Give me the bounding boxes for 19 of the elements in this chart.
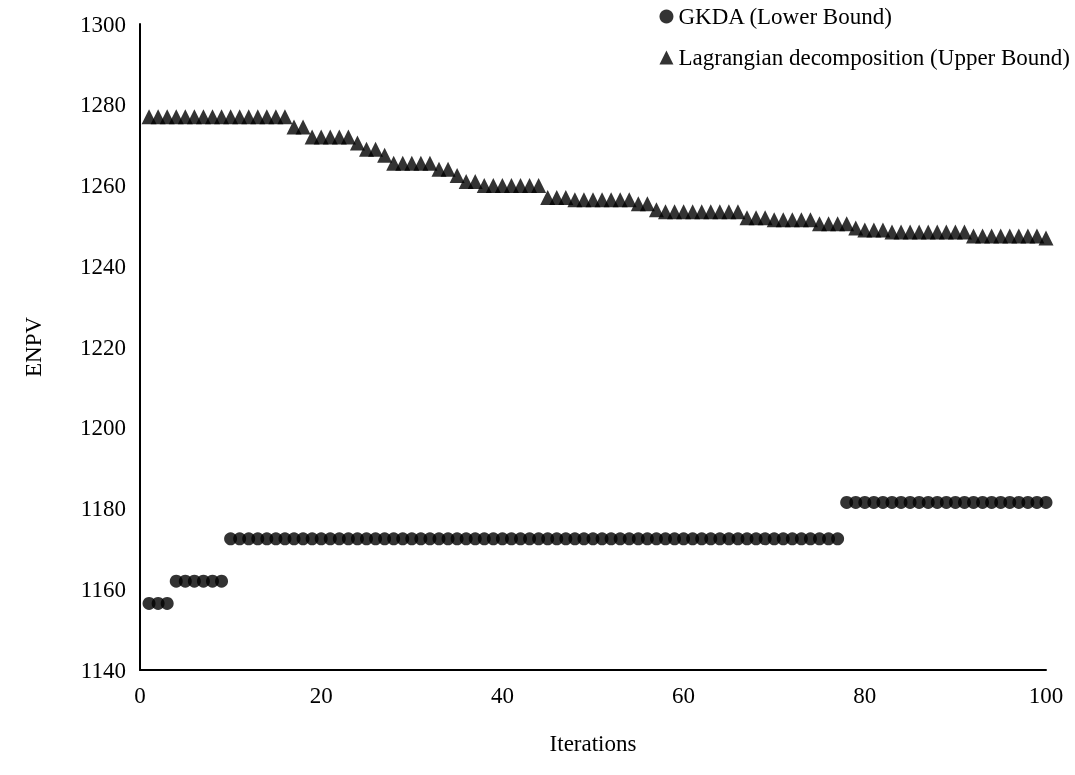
- y-tick-label: 1200: [80, 415, 126, 441]
- x-tick-label: 80: [853, 683, 877, 708]
- x-tick-label: 0: [134, 683, 146, 708]
- y-tick-label: 1300: [80, 11, 126, 37]
- y-axis-title: ENPV: [21, 316, 46, 378]
- y-tick-label: 1240: [80, 253, 126, 279]
- legend-label: GKDA (Lower Bound): [678, 4, 892, 29]
- x-tick-label: 100: [1028, 683, 1064, 708]
- y-tick-label: 1160: [80, 576, 126, 602]
- y-tick-label: 1180: [80, 496, 126, 521]
- y-tick-label: 1220: [80, 334, 126, 360]
- x-tick-label: 60: [672, 683, 696, 708]
- x-tick-label: 40: [490, 683, 514, 708]
- legend-label: Lagrangian decomposition (Upper Bound): [678, 45, 1071, 70]
- y-tick-label: 1280: [80, 92, 126, 118]
- x-tick-label: 20: [309, 683, 333, 708]
- y-tick-label: 1260: [80, 173, 126, 198]
- x-axis-title: Iterations: [549, 731, 637, 756]
- y-tick-label: 1140: [80, 657, 126, 683]
